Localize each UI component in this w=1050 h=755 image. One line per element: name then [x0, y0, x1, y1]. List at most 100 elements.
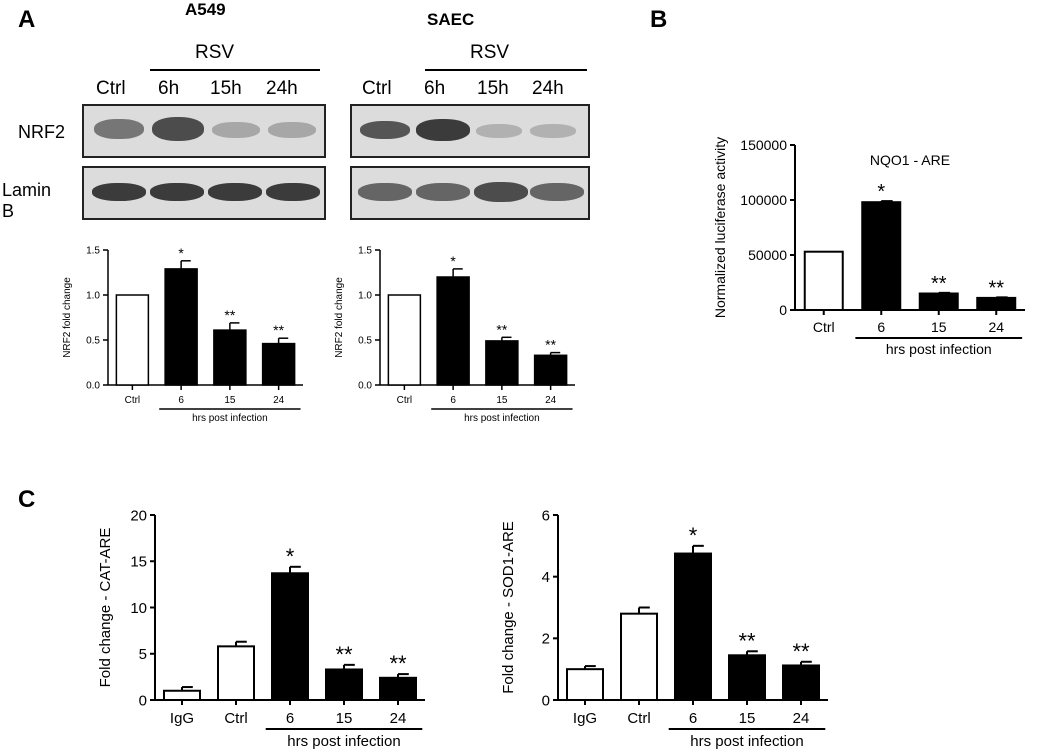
saec-treatment-line: [425, 69, 587, 71]
a549-laminb-blot: [82, 166, 326, 220]
x-tick-label: Ctrl: [224, 710, 247, 727]
x-tick-label: 6: [178, 395, 184, 406]
significance-label: **: [988, 277, 1004, 299]
x-tick-label: Ctrl: [125, 395, 141, 406]
saec-lane-ctrl: Ctrl: [362, 78, 392, 99]
y-tick-label: 5: [139, 646, 147, 663]
y-tick-label: 150000: [740, 137, 787, 153]
bar: [379, 676, 417, 702]
bar: [674, 552, 712, 701]
y-tick-label: 0: [542, 692, 550, 709]
y-tick-label: 100000: [740, 192, 787, 208]
bar: [271, 572, 309, 701]
a549-lane-ctrl: Ctrl: [96, 78, 126, 99]
y-tick-label: 10: [130, 600, 147, 617]
x-tick-label: Ctrl: [627, 710, 650, 727]
bar: [261, 342, 296, 386]
bar: [217, 645, 255, 702]
group-label: hrs post infection: [690, 733, 803, 750]
bar: [918, 292, 959, 311]
y-axis-label: NRF2 fold change: [334, 277, 345, 358]
bar: [620, 612, 658, 701]
band: [266, 183, 320, 201]
x-tick-label: 15: [336, 710, 353, 727]
band: [268, 122, 316, 138]
y-axis-label: Normalized luciferase activity: [712, 137, 728, 318]
significance-label: **: [496, 321, 507, 337]
x-tick-label: 24: [545, 395, 557, 406]
x-tick-label: 6: [877, 319, 885, 335]
band: [152, 117, 204, 141]
band: [416, 183, 470, 201]
bar: [164, 268, 198, 386]
x-tick-label: 6: [689, 710, 697, 727]
a549-treatment-label: RSV: [195, 42, 235, 63]
x-tick-label: 15: [739, 710, 756, 727]
saec-treatment-label: RSV: [470, 42, 510, 63]
chart-title: NQO1 - ARE: [870, 152, 950, 168]
x-tick-label: 6: [450, 395, 456, 406]
saec-lane-15h: 15h: [477, 78, 509, 99]
y-axis-label: Fold change - CAT-ARE: [97, 528, 114, 688]
significance-label: **: [335, 642, 353, 667]
group-label: hrs post infection: [886, 341, 992, 357]
bar: [436, 276, 470, 386]
band: [92, 183, 146, 201]
significance-label: *: [689, 523, 698, 548]
a549-lane-6h: 6h: [158, 78, 180, 99]
significance-label: **: [931, 273, 947, 295]
bar: [533, 354, 568, 386]
y-tick-label: 4: [542, 569, 550, 586]
y-tick-label: 2: [542, 631, 550, 648]
band: [150, 183, 204, 201]
band: [212, 122, 260, 138]
bar: [782, 664, 820, 701]
y-tick-label: 0: [139, 692, 147, 709]
group-label: hrs post infection: [192, 413, 268, 424]
x-tick-label: IgG: [573, 710, 597, 727]
cat-are-fold-change-chart: 0 5 10 15 20 Fold change - CAT-ARE IgG Ctrl * 6 **…: [97, 507, 425, 750]
band: [474, 182, 528, 202]
significance-label: *: [450, 253, 456, 269]
significance-label: *: [877, 181, 885, 203]
significance-label: **: [389, 651, 407, 676]
y-tick-label: 0.5: [358, 336, 372, 347]
bar: [325, 668, 363, 702]
bar: [566, 668, 604, 702]
saec-title: SAEC: [427, 10, 475, 29]
significance-label: *: [286, 544, 295, 569]
saec-lane-6h: 6h: [424, 78, 446, 99]
bar: [976, 296, 1017, 311]
y-tick-label: 0.5: [86, 336, 100, 347]
y-tick-label: 1.0: [358, 291, 372, 302]
y-tick-label: 1.5: [86, 246, 100, 257]
y-tick-label: 0: [779, 302, 787, 318]
a549-lane-15h: 15h: [210, 78, 242, 99]
significance-label: **: [738, 628, 756, 653]
band: [360, 121, 410, 139]
row-label-nrf2: NRF2: [18, 122, 66, 142]
x-tick-label: 15: [931, 319, 947, 335]
x-tick-label: 15: [496, 395, 508, 406]
saec-nrf2-fold-change-chart: 0.0 0.5 1.0 1.5 NRF2 fold change Ctrl * 6 ** 15 **…: [334, 246, 575, 424]
panel-label-a: A: [18, 6, 36, 33]
panel-label-c: C: [18, 486, 36, 513]
x-tick-label: 24: [988, 319, 1004, 335]
saec-lane-24h: 24h: [532, 78, 564, 99]
y-axis-label: NRF2 fold change: [62, 277, 73, 358]
x-tick-label: IgG: [170, 710, 194, 727]
bar: [387, 294, 422, 386]
y-tick-label: 50000: [748, 247, 787, 263]
band: [94, 119, 144, 139]
group-label: hrs post infection: [287, 733, 400, 750]
band: [476, 124, 522, 138]
band: [530, 124, 576, 138]
y-axis-label: Fold change - SOD1-ARE: [500, 521, 517, 694]
y-tick-label: 20: [130, 507, 147, 524]
y-tick-label: 0.0: [86, 381, 100, 392]
a549-lane-24h: 24h: [266, 78, 298, 99]
x-tick-label: 15: [224, 395, 236, 406]
bar: [728, 654, 766, 702]
bar: [213, 329, 247, 386]
